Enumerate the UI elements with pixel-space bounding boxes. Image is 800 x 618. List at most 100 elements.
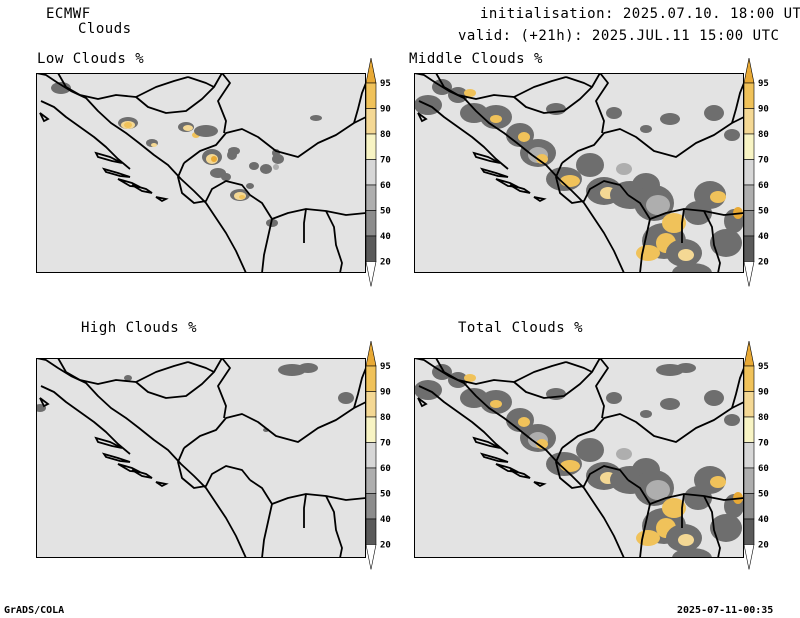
cloud-blob (272, 154, 284, 164)
cloud-blob (678, 249, 694, 261)
colorbar-top-arrow (365, 341, 377, 367)
colorbar-segment (743, 235, 755, 262)
cloud-blob (490, 400, 502, 408)
colorbar-segment (743, 442, 755, 469)
colorbar-label: 20 (758, 541, 769, 551)
colorbar-label: 80 (758, 413, 769, 423)
colorbar-segment (365, 210, 377, 237)
colorbar-segment (743, 518, 755, 545)
map-frame (36, 73, 366, 273)
border-line (681, 493, 685, 528)
cloud-blob (51, 82, 71, 94)
initialisation-label: initialisation: 2025.07.10. 18:00 UTC (480, 6, 800, 22)
island-outline (131, 469, 153, 479)
colorbar-label: 95 (758, 362, 769, 372)
colorbar-label: 20 (380, 258, 391, 268)
colorbar-label: 80 (380, 413, 391, 423)
colorbar-segment (365, 467, 377, 494)
cloud-blob (246, 183, 254, 189)
cloud-blob (124, 375, 132, 381)
cloud-blob (616, 163, 632, 175)
border-line (187, 76, 215, 88)
colorbar-label: 40 (758, 232, 769, 242)
colorbar-bottom-arrow (365, 544, 377, 570)
colorbar-label: 20 (380, 541, 391, 551)
cloud-blob (536, 439, 548, 449)
colorbar-segment (743, 210, 755, 237)
border-line (325, 495, 343, 558)
colorbar-bottom-arrow (743, 544, 755, 570)
island-outline (101, 167, 131, 178)
colorbar-segment (743, 365, 755, 392)
panel-title-middle: Middle Clouds % (409, 51, 543, 67)
colorbar-segment (743, 493, 755, 520)
island-outline (509, 469, 531, 479)
cloud-blob (678, 534, 694, 546)
border-line (271, 208, 366, 220)
island-outline (509, 184, 531, 194)
border-line (40, 385, 131, 455)
colorbar-segment (365, 133, 377, 160)
border-line (303, 493, 307, 528)
cloud-blob (646, 195, 670, 215)
border-line (565, 76, 593, 88)
colorbar-segment (365, 235, 377, 262)
colorbar-segment (743, 159, 755, 186)
cloud-blob (672, 548, 712, 558)
cloud-blob (211, 156, 217, 162)
cloud-blob (710, 476, 726, 488)
colorbar-label: 90 (380, 388, 391, 398)
border-line (595, 358, 609, 419)
cloud-blob (310, 115, 322, 121)
cloud-blob (640, 125, 652, 133)
map-panel-high (36, 358, 366, 558)
cloud-blob (560, 460, 580, 472)
border-line (57, 358, 189, 385)
cloud-blob (490, 115, 502, 123)
cloud-blob (183, 125, 193, 131)
colorbar-label: 50 (758, 490, 769, 500)
colorbar-label: 95 (380, 362, 391, 372)
border-line (414, 73, 625, 273)
cloud-blob (660, 398, 680, 410)
cloud-blob (704, 390, 724, 406)
cloud-blob (273, 164, 279, 170)
cloud-blob (606, 107, 622, 119)
colorbar-low: 95 90 80 70 60 50 40 20 (364, 58, 394, 292)
cloud-blob (518, 132, 530, 142)
colorbar-segment (743, 416, 755, 443)
island-outline (39, 112, 50, 123)
border-line (565, 361, 593, 373)
border-line (177, 447, 251, 489)
border-line (561, 116, 744, 164)
cloud-blob (606, 392, 622, 404)
cloud-blob (672, 263, 712, 273)
cloud-blob (298, 363, 318, 373)
colorbar-label: 20 (758, 258, 769, 268)
country-borders (414, 73, 744, 273)
border-line (187, 361, 215, 373)
cloud-blob (662, 498, 686, 518)
colorbar-top-arrow (365, 58, 377, 84)
border-line (731, 367, 744, 409)
cloud-blob (124, 122, 132, 128)
colorbar-top-arrow (743, 341, 755, 367)
colorbar-segment (365, 108, 377, 135)
colorbar-middle: 95 90 80 70 60 50 40 20 (742, 58, 772, 292)
border-line (595, 73, 609, 134)
colorbar-segment (365, 184, 377, 211)
cloud-blob (724, 414, 740, 426)
cloud-blob (616, 448, 632, 460)
border-line (627, 479, 651, 558)
colorbar-label: 70 (758, 439, 769, 449)
colorbar-label: 80 (758, 130, 769, 140)
border-line (36, 73, 247, 273)
colorbar-segment (365, 493, 377, 520)
island-outline (479, 452, 509, 463)
model-label: ECMWF (46, 6, 91, 22)
border-line (353, 82, 366, 124)
panel-title-low: Low Clouds % (37, 51, 145, 67)
border-line (183, 116, 366, 164)
cloud-fields (414, 363, 744, 558)
colorbar-label: 50 (380, 207, 391, 217)
